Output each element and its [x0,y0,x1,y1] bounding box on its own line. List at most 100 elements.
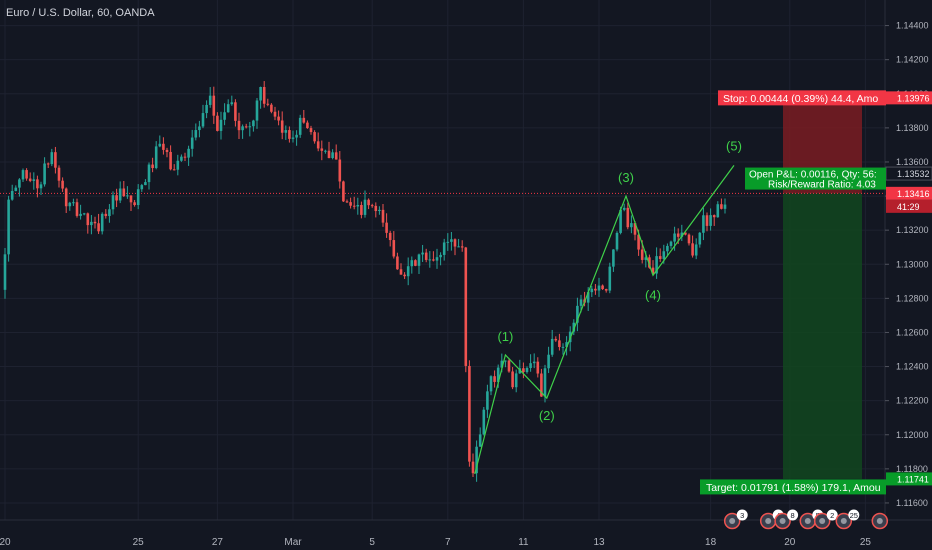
take-profit-zone[interactable] [783,193,862,479]
wave-path-line[interactable] [474,165,735,475]
candle-body [446,241,450,243]
stop-price-tag-bg [886,91,932,105]
event-marker[interactable]: 8 [774,509,799,530]
candle-body [439,254,442,258]
wave-label[interactable]: (4) [645,287,661,302]
candle-body [180,156,183,161]
event-marker[interactable]: 2 [813,509,838,530]
candle-body [450,239,453,242]
candle-body [349,202,352,206]
event-count-badge [787,509,799,521]
chart-title: Euro / U.S. Dollar, 60, OANDA [6,7,155,19]
candle-body [612,249,615,267]
candle-body [266,103,270,105]
candle-body [457,246,460,248]
candle-body [133,202,136,206]
candle-body [486,391,489,410]
candle-body [252,120,255,127]
candle-body [223,112,226,120]
candle-body [7,199,10,255]
price-axis-tick-label: 1.13000 [896,259,929,269]
candle-body [288,130,291,139]
pnl-price-tag: 1.13532 [897,169,930,179]
candle-body [172,169,176,171]
wave-label[interactable]: (3) [618,170,634,185]
candle-body [259,86,262,101]
candle-body [97,223,100,232]
candle-body [10,190,14,200]
price-axis-tick-label: 1.14400 [896,21,929,31]
candle-body [547,354,550,369]
candle-body [684,232,687,235]
target-label-box[interactable] [700,479,886,495]
time-axis-tick-label: Mar [284,537,302,548]
candle-body [698,232,702,245]
candle-body [198,126,201,131]
wave-label[interactable]: (5) [726,138,742,153]
candle-body [118,188,122,201]
candle-body [226,104,230,113]
elliott-wave-drawing[interactable]: (1) (2) (3) (4) (5) [474,138,742,475]
candle-body [93,221,97,224]
candle-body [421,252,424,255]
time-axis[interactable]: 20 25 27 Mar 5 7 11 13 18 20 25 [0,519,932,548]
event-marker[interactable] [871,512,889,530]
candle-body [720,204,723,209]
price-axis-tick-label: 1.12200 [896,396,929,406]
time-axis-tick-label: 5 [369,537,375,548]
candle-body [543,368,547,397]
candle-body [241,126,244,131]
position-labels: Stop: 0.00444 (0.39%) 44.4, Amo Target: 0… [700,90,886,495]
candle-body [622,207,626,210]
candle-body [504,360,507,362]
event-globe-icon [840,518,847,524]
candle-body [230,102,234,105]
candle-body [244,126,248,128]
candle-body [190,137,194,149]
candle-body [61,180,64,189]
candle-body [676,233,680,237]
candle-body [298,117,302,135]
candle-body [309,128,313,133]
candle-body [320,148,324,151]
stop-label-box[interactable] [718,90,886,106]
event-globe-icon [804,518,811,524]
event-count: 3 [740,511,744,520]
wave-label[interactable]: (1) [497,329,513,344]
event-marker[interactable]: 25 [835,509,860,530]
candle-body [597,285,601,291]
candle-body [694,244,698,256]
candle-body [313,132,316,142]
candle-body [82,213,86,215]
candle-body [666,245,669,252]
candle-body [277,116,280,121]
candle-body [381,209,385,223]
candle-body [705,215,709,226]
candle-body [525,367,529,373]
candle-body [561,346,565,348]
candle-body [633,223,637,235]
candle-body [468,365,471,462]
wave-label[interactable]: (2) [539,408,555,423]
candle-body [399,269,403,275]
candle-body [370,205,374,207]
candle-body [687,234,691,244]
time-axis-tick-label: 20 [0,537,11,548]
event-marker[interactable]: 3 [723,509,748,530]
price-axis[interactable]: 1.144001.142001.140001.138001.136001.134… [884,0,929,520]
pnl-label-line2: Risk/Reward Ratio: 4.03 [768,180,876,191]
candle-body [536,361,540,374]
time-axis-tick-label: 25 [133,537,145,548]
candle-body [3,254,7,290]
pnl-label-box[interactable] [745,167,886,190]
candle-body [68,202,72,207]
candle-body [554,338,558,341]
candle-body [532,361,536,364]
candle-body [208,95,212,105]
candle-body [388,232,392,241]
time-axis-tick-label: 20 [784,537,796,548]
current-price-tag-bg [886,186,932,200]
candlestick-series [3,81,727,482]
